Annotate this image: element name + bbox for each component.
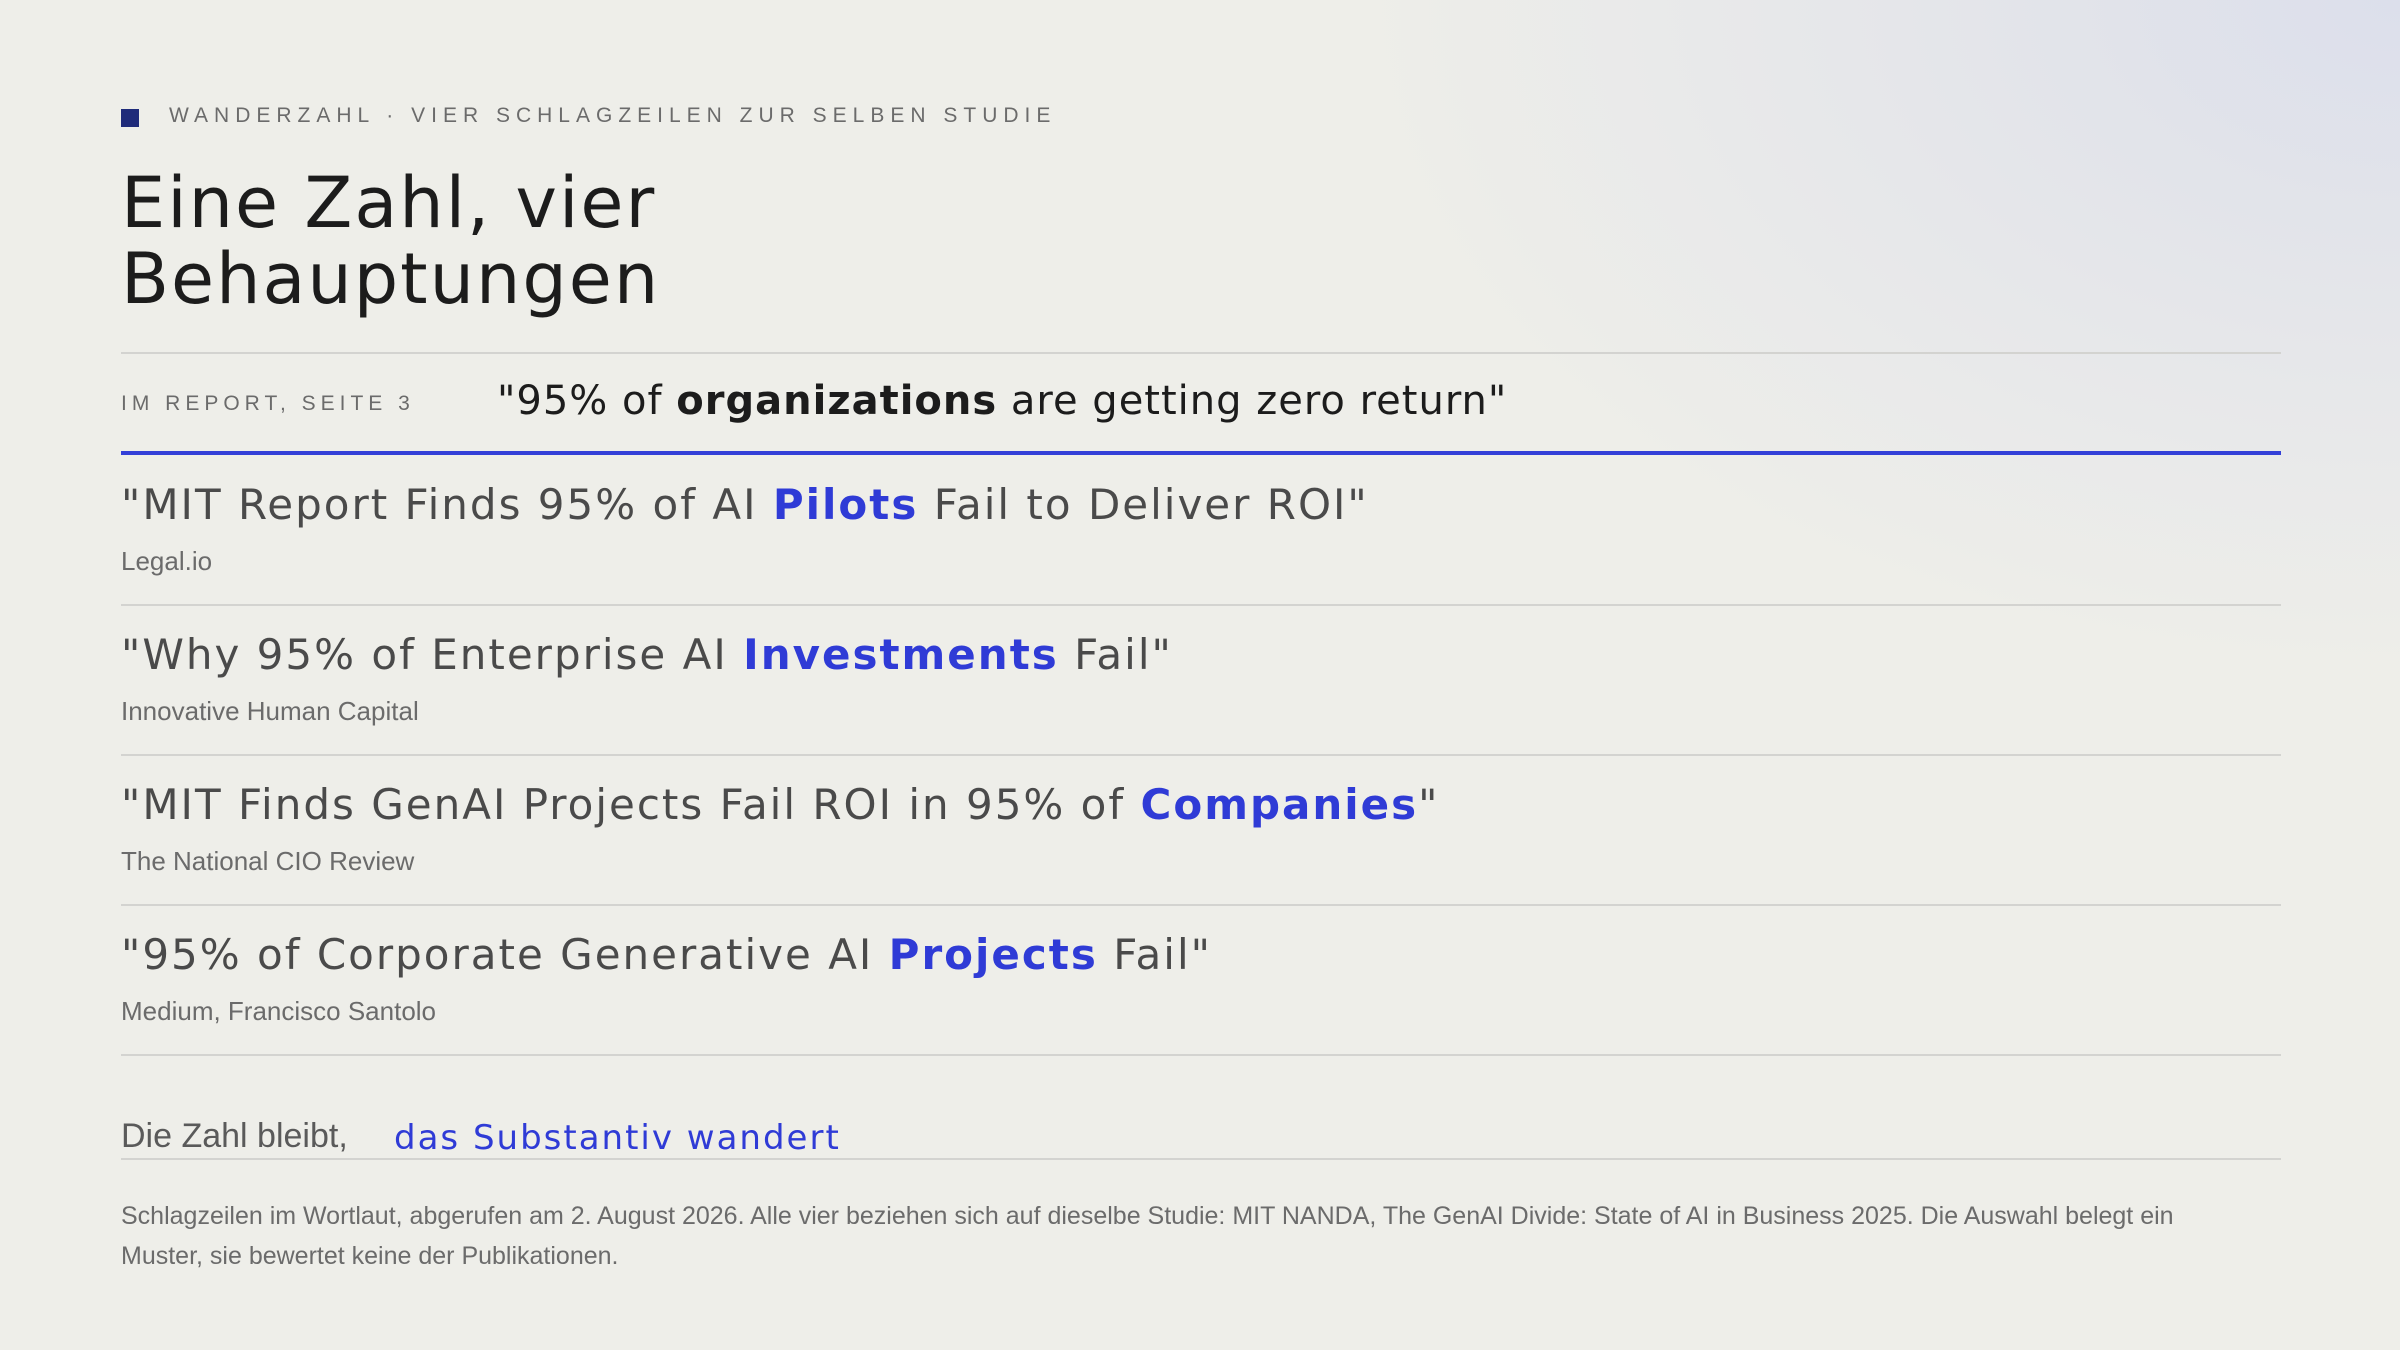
footnote: Schlagzeilen im Wortlaut, abgerufen am 2… — [121, 1202, 2174, 1270]
headline-text: "95% of Corporate Generative AI — [121, 930, 889, 979]
title: Eine Zahl, vier Behauptungen — [121, 165, 660, 317]
headline-text: Fail" — [1097, 930, 1212, 979]
headline-source: The National CIO Review — [121, 846, 415, 876]
headline-text: " — [1418, 780, 1440, 829]
conclusion-highlight: das Substantiv wandert — [394, 1118, 841, 1158]
divider — [121, 754, 2281, 756]
divider — [121, 352, 2281, 354]
headline-text: "Why 95% of Enterprise AI — [121, 630, 744, 679]
accent-divider — [121, 451, 2281, 455]
headline: "Why 95% of Enterprise AI Investments Fa… — [121, 630, 1173, 679]
headline: "MIT Finds GenAI Projects Fail ROI in 95… — [121, 780, 1440, 829]
headline-text: Fail to Deliver ROI" — [918, 480, 1369, 529]
title-line: Eine Zahl, vier — [121, 162, 657, 244]
headline-source: Legal.io — [121, 546, 213, 576]
quote-highlight: organizations — [676, 378, 998, 424]
kicker-square — [121, 109, 139, 127]
conclusion-lead: Die Zahl bleibt, — [121, 1117, 348, 1155]
headline-source: Innovative Human Capital — [121, 696, 419, 726]
headline-highlight: Companies — [1140, 780, 1419, 829]
reference-label: IM REPORT, SEITE 3 — [121, 392, 415, 415]
divider — [121, 904, 2281, 906]
headline: "MIT Report Finds 95% of AI Pilots Fail … — [121, 480, 1369, 529]
divider — [121, 1158, 2281, 1160]
headline-highlight: Pilots — [772, 480, 919, 529]
divider — [121, 604, 2281, 606]
quote-text: "95% of — [497, 378, 677, 424]
headline-text: "MIT Finds GenAI Projects Fail ROI in 95… — [121, 780, 1141, 829]
reference-quote: "95% of organizations are getting zero r… — [497, 378, 1507, 424]
kicker: WANDERZAHL · VIER SCHLAGZEILEN ZUR SELBE… — [169, 104, 1057, 127]
headline-text: Fail" — [1058, 630, 1173, 679]
quote-text: are getting zero return" — [997, 378, 1508, 424]
divider — [121, 1054, 2281, 1056]
headline-highlight: Projects — [888, 930, 1098, 979]
headline-source: Medium, Francisco Santolo — [121, 996, 437, 1026]
headline-text: "MIT Report Finds 95% of AI — [121, 480, 773, 529]
title-line: Behauptungen — [121, 238, 661, 320]
headline: "95% of Corporate Generative AI Projects… — [121, 930, 1212, 979]
headline-highlight: Investments — [743, 630, 1059, 679]
